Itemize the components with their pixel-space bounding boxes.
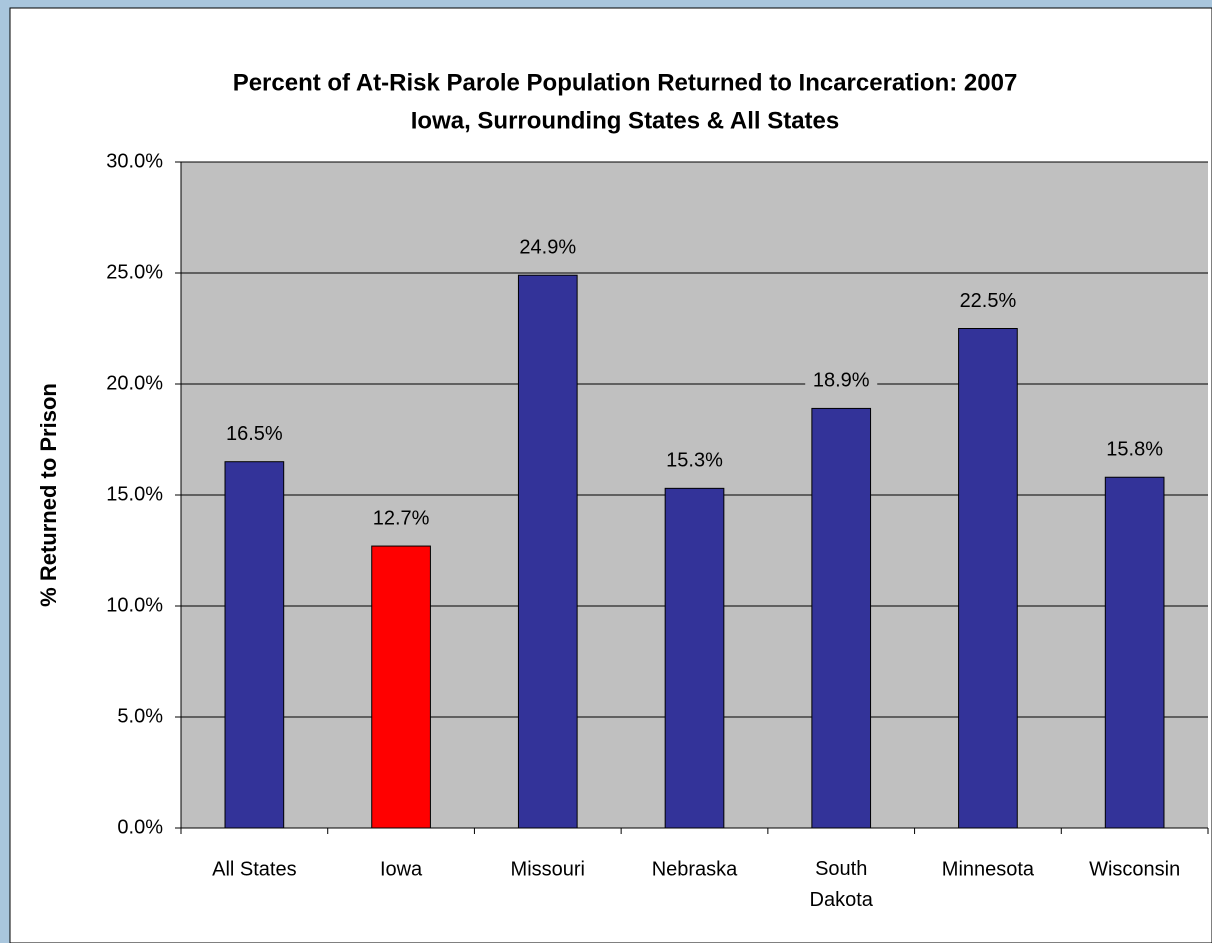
bar (517, 274, 578, 829)
value-label: 16.5% (226, 423, 283, 445)
x-tick-label: All States (212, 858, 296, 880)
bar (371, 545, 431, 829)
x-tick-label: South Dakota (810, 858, 874, 911)
value-label: 18.9% (813, 370, 870, 392)
y-axis-label: % Returned to Prison (36, 383, 61, 607)
bar (811, 407, 872, 829)
bar (664, 487, 725, 829)
y-tick-label: 5.0% (117, 705, 163, 727)
value-label-bg (511, 233, 584, 264)
value-label: 24.9% (519, 237, 576, 259)
value-label-bg (658, 446, 731, 477)
value-label: 15.8% (1106, 439, 1163, 461)
y-tick-label: 15.0% (106, 483, 163, 505)
x-tick-label: Minnesota (942, 858, 1035, 880)
y-tick-label: 10.0% (106, 594, 163, 616)
value-label-bg (1098, 435, 1171, 466)
value-label-bg (951, 286, 1024, 317)
value-label-bg (365, 504, 438, 535)
y-tick-label: 0.0% (117, 816, 163, 838)
bar (224, 461, 285, 829)
bar (958, 328, 1018, 829)
y-tick-label: 25.0% (106, 261, 163, 283)
value-label: 15.3% (666, 450, 723, 472)
x-tick-label: Missouri (511, 858, 585, 880)
chart-title: Percent of At-Risk Parole Population Ret… (233, 69, 1018, 96)
x-tick-label: Iowa (380, 858, 423, 880)
value-label: 22.5% (960, 290, 1017, 312)
y-tick-label: 30.0% (106, 150, 163, 172)
y-tick-label: 20.0% (106, 372, 163, 394)
bar (1104, 476, 1165, 829)
x-tick-label: Nebraska (652, 858, 738, 880)
value-label-bg (218, 419, 291, 450)
chart-subtitle: Iowa, Surrounding States & All States (411, 107, 840, 134)
x-tick-label: Wisconsin (1089, 858, 1180, 880)
value-label-bg (805, 366, 878, 397)
value-label: 12.7% (373, 507, 430, 529)
